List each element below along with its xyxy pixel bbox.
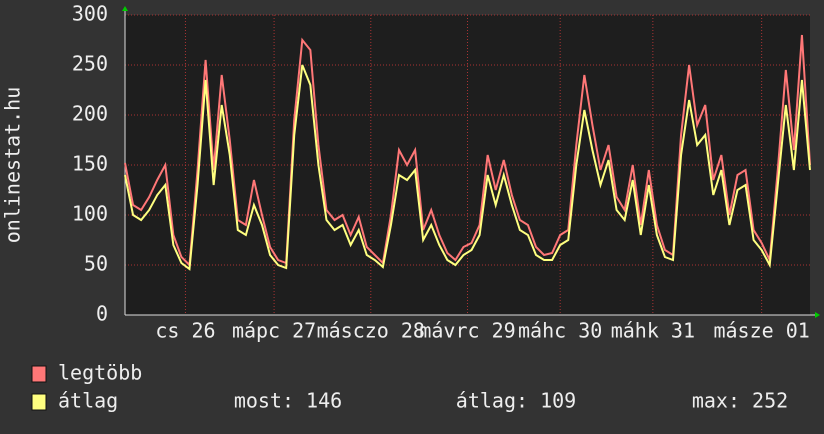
legend-label: átlag xyxy=(58,389,118,413)
x-tick-label: mávrc 29 xyxy=(419,319,515,343)
x-tick-label: másczo 28 xyxy=(317,319,425,343)
y-tick-label: 0 xyxy=(96,302,108,326)
y-axis-label: onlinestat.hu xyxy=(1,87,25,244)
y-tick-label: 50 xyxy=(84,252,108,276)
arrow xyxy=(122,6,128,11)
legend-swatch xyxy=(31,393,47,411)
legend-label: legtöbb xyxy=(58,361,142,385)
x-tick-label: másze 01 xyxy=(713,319,809,343)
stat-text: max: 252 xyxy=(692,389,788,413)
x-tick-label: máhk 31 xyxy=(611,319,695,343)
stat-text: most: 146 xyxy=(234,389,342,413)
stat-text: átlag: 109 xyxy=(456,389,576,413)
y-tick-label: 300 xyxy=(72,2,108,26)
y-tick-label: 150 xyxy=(72,152,108,176)
y-tick-label: 250 xyxy=(72,52,108,76)
y-tick-label: 100 xyxy=(72,202,108,226)
y-tick-label: 200 xyxy=(72,102,108,126)
series-line xyxy=(124,34,811,268)
legend-swatch xyxy=(31,365,47,383)
x-tick-label: cs 26 xyxy=(155,319,215,343)
series-line xyxy=(124,64,811,271)
x-tick-label: máhc 30 xyxy=(518,319,602,343)
x-tick-label: mápc 27 xyxy=(232,319,316,343)
arrow xyxy=(815,312,820,318)
